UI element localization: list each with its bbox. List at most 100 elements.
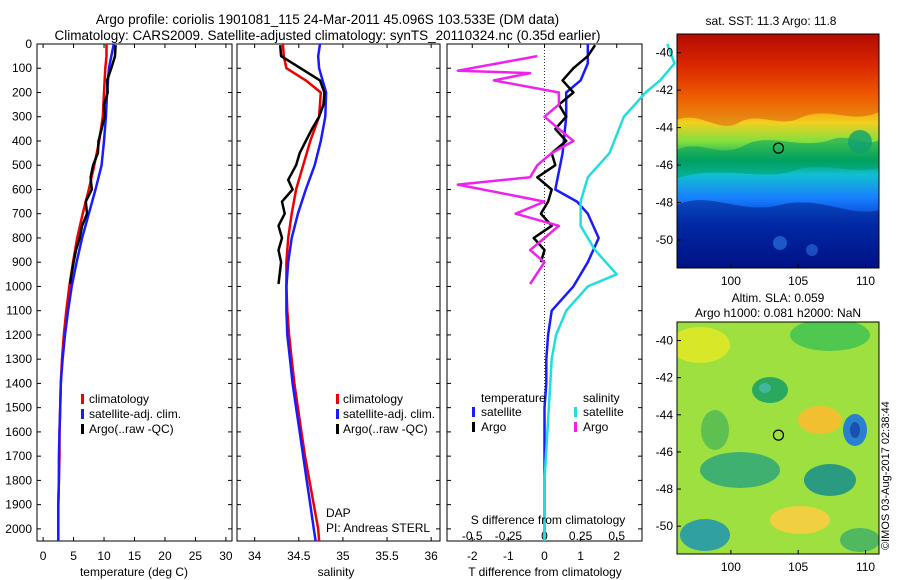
series-line-climatology <box>57 44 108 541</box>
x-tick-label: 5 <box>70 549 77 563</box>
legend-label-climatology: climatology <box>89 392 149 406</box>
x-tick-label: 35.5 <box>375 549 399 563</box>
series-line-satellite-adj-clim- <box>285 43 328 542</box>
legend-swatch-satellite-clim <box>336 409 339 419</box>
sst-heatmap <box>677 34 879 268</box>
x2-tick-label: 0.5 <box>608 529 625 543</box>
map-y-tick-label: -50 <box>656 233 674 247</box>
depth-tick-label: 100 <box>12 61 32 75</box>
map-y-tick-label: -48 <box>656 482 674 496</box>
depth-tick-label: 1000 <box>5 279 32 293</box>
salinity-plot-frame <box>236 43 441 542</box>
temperature-xlabel: temperature (deg C) <box>80 565 188 579</box>
x-tick-label: 0 <box>541 549 548 563</box>
temperature-plot-frame <box>36 43 233 542</box>
sla-map-panel: Altim. SLA: 0.059 Argo h1000: 0.081 h200… <box>656 291 880 574</box>
map-y-tick-label: -40 <box>656 334 674 348</box>
depth-tick-label: 1200 <box>5 328 32 342</box>
map-y-tick-label: -50 <box>656 519 674 533</box>
legend-swatch-argo <box>81 424 84 434</box>
map-x-tick-label: 100 <box>721 274 741 288</box>
sla-heatmap <box>677 322 879 554</box>
argo-float-marker <box>772 429 785 441</box>
x-tick-label: 35 <box>336 549 350 563</box>
temperature-legend: climatology satellite-adj. clim. Argo(..… <box>81 392 181 436</box>
legend-title-salinity: salinity <box>583 391 620 405</box>
x-tick-label: 0 <box>40 549 47 563</box>
x-tick-label: -2 <box>467 549 478 563</box>
pi-label: PI: Andreas STERL <box>326 521 430 535</box>
s-difference-xlabel: S difference from climatology <box>471 513 626 527</box>
map-x-tick-label: 105 <box>788 274 808 288</box>
map-y-tick-label: -46 <box>656 445 674 459</box>
map-x-tick-label: 100 <box>721 560 741 574</box>
series-line-satellite <box>543 44 600 541</box>
salinity-legend: climatology satellite-adj. clim. Argo(..… <box>336 392 435 436</box>
map-y-tick-label: -42 <box>656 83 674 97</box>
legend-label-temp-satellite: satellite <box>481 405 522 419</box>
depth-tick-label: 1600 <box>5 425 32 439</box>
legend-label-argo: Argo(..raw -QC) <box>89 422 174 436</box>
x-tick-label: -1 <box>503 549 514 563</box>
depth-tick-label: 1100 <box>6 304 32 318</box>
imos-timestamp: ©IMOS 03-Aug-2017 02:38:44 <box>880 401 892 550</box>
x2-tick-label: -0.5 <box>462 529 483 543</box>
argo-float-marker <box>772 142 785 154</box>
x-tick-label: 36 <box>424 549 438 563</box>
series-line-satellite <box>543 43 676 541</box>
depth-tick-label: 1400 <box>5 376 32 390</box>
map-y-tick-label: -40 <box>656 46 674 60</box>
salinity-xlabel: salinity <box>318 565 355 579</box>
series-line-climatology <box>281 43 323 542</box>
figure-title-line2: Climatology: CARS2009. Satellite-adjuste… <box>54 28 601 43</box>
depth-tick-label: 1800 <box>5 473 32 487</box>
legend-swatch-argo <box>336 424 339 434</box>
legend-swatch-climatology <box>336 394 339 404</box>
difference-panel: -2 -1 0 1 2-0.5 -0.25 0 0.25 0.5 T difference fr… <box>446 43 676 579</box>
sla-map-frame <box>676 321 880 555</box>
depth-tick-label: 600 <box>12 182 32 196</box>
sst-map-title: sat. SST: 11.3 Argo: 11.8 <box>706 14 837 28</box>
depth-tick-label: 1500 <box>5 401 32 415</box>
map-y-tick-label: -44 <box>656 408 674 422</box>
depth-tick-label: 900 <box>12 255 32 269</box>
map-y-tick-label: -44 <box>656 121 674 135</box>
legend-swatch-climatology <box>81 394 84 404</box>
x-tick-label: 20 <box>158 549 172 563</box>
map-x-tick-label: 110 <box>856 560 875 574</box>
x-tick-label: 25 <box>189 549 203 563</box>
legend-label-climatology: climatology <box>343 392 403 406</box>
sla-map-title-line1: Altim. SLA: 0.059 <box>732 291 825 305</box>
x-tick-label: 30 <box>219 549 233 563</box>
depth-tick-label: 2000 <box>5 522 32 536</box>
sst-map-frame <box>676 33 880 269</box>
x-tick-label: 15 <box>128 549 142 563</box>
series-line-argo-raw-qc- <box>277 45 326 285</box>
x2-tick-label: -0.25 <box>495 529 523 543</box>
depth-tick-label: 700 <box>12 207 32 221</box>
series-line-argo <box>532 44 597 263</box>
map-y-tick-label: -48 <box>656 195 674 209</box>
x-tick-label: 34.5 <box>287 549 311 563</box>
x-tick-label: 10 <box>97 549 111 563</box>
legend-swatch-sal-satellite <box>574 407 577 417</box>
x2-tick-label: 0.25 <box>569 529 593 543</box>
map-x-tick-label: 110 <box>856 274 875 288</box>
depth-tick-label: 800 <box>12 231 32 245</box>
legend-swatch-temp-satellite <box>472 407 475 417</box>
legend-swatch-satellite-clim <box>81 409 84 419</box>
series-line-argo-raw-qc- <box>68 45 117 285</box>
depth-tick-label: 300 <box>12 110 32 124</box>
depth-tick-label: 1300 <box>5 352 32 366</box>
figure-title-line1: Argo profile: coriolis 1901081_115 24-Ma… <box>95 12 560 27</box>
salinity-panel: 34 34.5 35 35.5 36 salinity climatology sate… <box>236 43 441 579</box>
depth-tick-label: 1900 <box>5 498 32 512</box>
series-line-satellite-adj-clim- <box>57 43 116 541</box>
depth-tick-label: 1700 <box>5 449 32 463</box>
sla-map-title-line2: Argo h1000: 0.081 h2000: NaN <box>695 306 861 320</box>
legend-swatch-temp-argo <box>472 422 475 432</box>
depth-tick-label: 200 <box>12 85 32 99</box>
x-tick-label: 34 <box>248 549 262 563</box>
legend-title-temperature: temperature <box>481 391 546 405</box>
legend-label-satellite-clim: satellite-adj. clim. <box>89 407 181 421</box>
